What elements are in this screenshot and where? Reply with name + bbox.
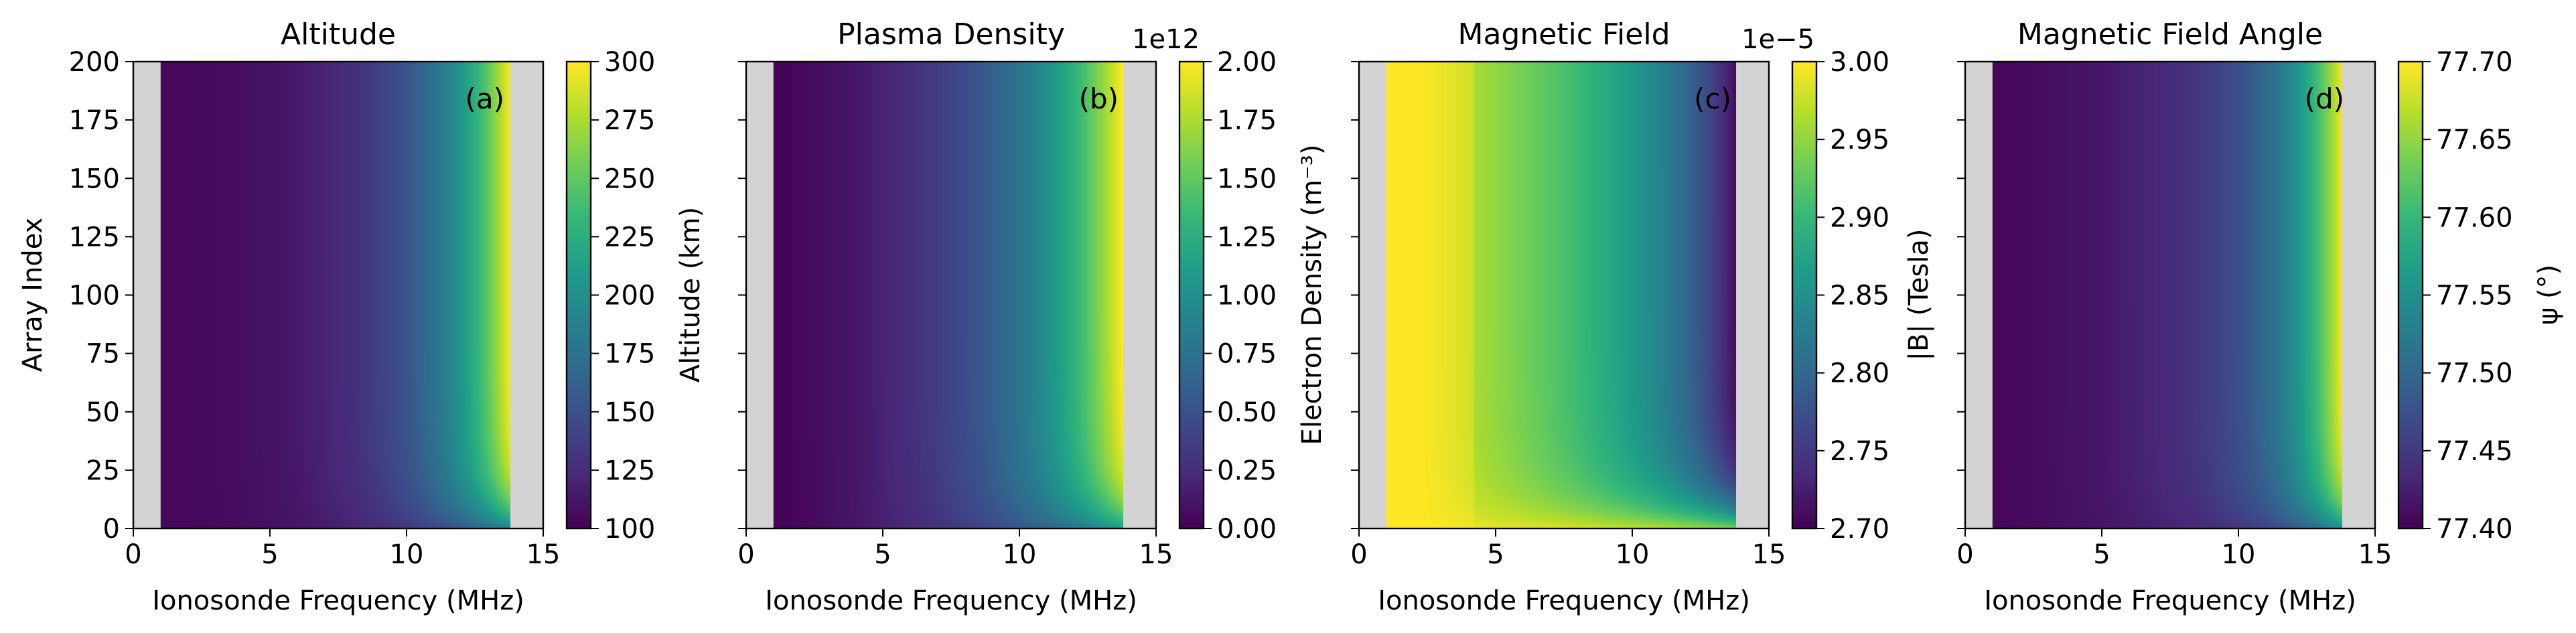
heatmap-image [160,62,511,529]
colorbar-tick-label: 2.75 [1830,436,1889,467]
colorbar-tick-label: 1.50 [1217,163,1277,194]
y-tick-label: 100 [69,281,120,311]
colorbar-label: |B| (Tesla) [1904,228,1934,360]
x-tick-label: 15 [2358,539,2392,570]
panel-label: (c) [1694,82,1731,115]
x-tick-label: 10 [2222,539,2256,570]
y-tick-label: 75 [86,339,120,370]
colorbar-ticks: 77.40 77.45 77.50 77.55 77.60 77.65 77.70 [2423,47,2513,545]
x-tick-label: 0 [1956,539,1973,570]
x-tick-label: 15 [526,539,561,570]
y-axis-label: Array Index [17,218,48,372]
x-tick-label: 0 [125,539,141,570]
y-tick-label: 0 [103,514,120,545]
x-tick-label: 0 [1350,539,1367,570]
panel-label: (a) [465,82,504,115]
panel-title: Altitude [281,17,396,52]
colorbar [2397,60,2424,530]
heatmap-image [1992,62,2343,529]
colorbar-tick-label: 1.00 [1217,281,1277,311]
panel-title: Plasma Density [837,17,1065,52]
panel-title: Magnetic Field Angle [2017,17,2323,52]
x-tick-label: 10 [1003,539,1037,570]
colorbar-tick-label: 2.80 [1830,358,1889,389]
x-tick-label: 5 [1487,539,1504,570]
colorbar [565,60,592,530]
colorbar-tick-label: 275 [604,105,655,136]
colorbar-tick-label: 77.60 [2436,202,2513,233]
heatmap-image [1386,62,1737,529]
x-tick-label: 0 [737,539,754,570]
x-tick-label: 5 [874,539,891,570]
panel-plasma-density: Plasma Density 0 5 10 15 (b) Ionosonde Freq… [737,17,1328,616]
colorbar-tick-label: 2.85 [1830,281,1889,311]
x-axis-label: Ionosonde Frequency (MHz) [1378,585,1750,616]
colorbar [1791,60,1818,530]
heatmap-image [773,62,1124,529]
panel-magnetic-field: Magnetic Field 0 5 10 15 (c) Ionosonde Freq… [1350,17,1934,616]
y-tick-label: 200 [69,47,120,78]
colorbar-tick-label: 300 [604,47,655,78]
colorbar-tick-label: 0.50 [1217,397,1277,428]
colorbar-tick-label: 77.50 [2436,358,2513,389]
colorbar-tick-label: 2.00 [1217,47,1277,78]
colorbar-tick-label: 125 [604,455,655,486]
colorbar-tick-label: 2.95 [1830,125,1889,155]
y-tick-label: 150 [69,163,120,194]
y-tick-label: 175 [69,105,120,136]
colorbar-tick-label: 200 [604,281,655,311]
y-tick-label: 125 [69,222,120,253]
x-axis-label: Ionosonde Frequency (MHz) [152,585,524,616]
colorbar-tick-label: 0.00 [1217,514,1277,545]
colorbar-label: ψ (°) [2533,265,2564,325]
colorbar-tick-label: 77.55 [2436,281,2513,311]
x-tick-label: 10 [1616,539,1650,570]
axis-ticks: 0 5 10 15 [737,61,1173,570]
colorbar-tick-label: 150 [604,397,655,428]
colorbar-tick-label: 100 [604,514,655,545]
y-tick-label: 25 [86,455,120,486]
colorbar-tick-label: 0.75 [1217,339,1277,370]
colorbar-tick-label: 2.70 [1830,514,1889,545]
y-tick-label: 50 [86,397,120,428]
axis-ticks: 0 5 10 15 [1350,61,1786,570]
x-tick-label: 5 [2093,539,2110,570]
colorbar-tick-label: 2.90 [1830,202,1889,233]
x-tick-label: 10 [390,539,424,570]
colorbar-ticks: 0.00 0.25 0.50 0.75 1.00 1.25 1.50 1.75 2.00 [1204,47,1277,545]
x-axis-label: Ionosonde Frequency (MHz) [1984,585,2356,616]
colorbar-tick-label: 77.70 [2436,47,2513,78]
colorbar-tick-label: 3.00 [1830,47,1889,78]
colorbar-tick-label: 77.45 [2436,436,2513,467]
colorbar-ticks: 2.70 2.75 2.80 2.85 2.90 2.95 3.00 [1816,47,1889,545]
panel-title: Magnetic Field [1457,17,1670,52]
x-tick-label: 5 [261,539,278,570]
panel-magnetic-field-angle: Magnetic Field Angle 0 5 10 15 (d) Ionosond… [1956,17,2564,616]
colorbar-tick-label: 1.25 [1217,222,1277,253]
colorbar-tick-label: 1.75 [1217,105,1277,136]
colorbar-tick-label: 77.40 [2436,514,2513,545]
axis-ticks: 0 5 10 15 [1956,61,2392,570]
colorbar-tick-label: 225 [604,222,655,253]
x-axis-label: Ionosonde Frequency (MHz) [765,585,1137,616]
colorbar-offset-text: 1e12 [1132,24,1200,55]
colorbar-tick-label: 175 [604,339,655,370]
colorbar-ticks: 100 125 150 175 200 225 250 275 300 [591,47,655,545]
panel-label: (b) [1079,82,1119,115]
panel-label: (d) [2305,82,2344,115]
colorbar-label: Altitude (km) [675,207,706,382]
x-tick-label: 15 [1752,539,1786,570]
colorbar-offset-text: 1e−5 [1741,24,1814,55]
colorbar-tick-label: 77.65 [2436,125,2513,155]
colorbar-tick-label: 250 [604,163,655,194]
colorbar [1178,60,1205,530]
colorbar-label: Electron Density (m⁻³) [1297,145,1328,445]
colorbar-tick-label: 0.25 [1217,455,1277,486]
x-tick-label: 15 [1139,539,1173,570]
